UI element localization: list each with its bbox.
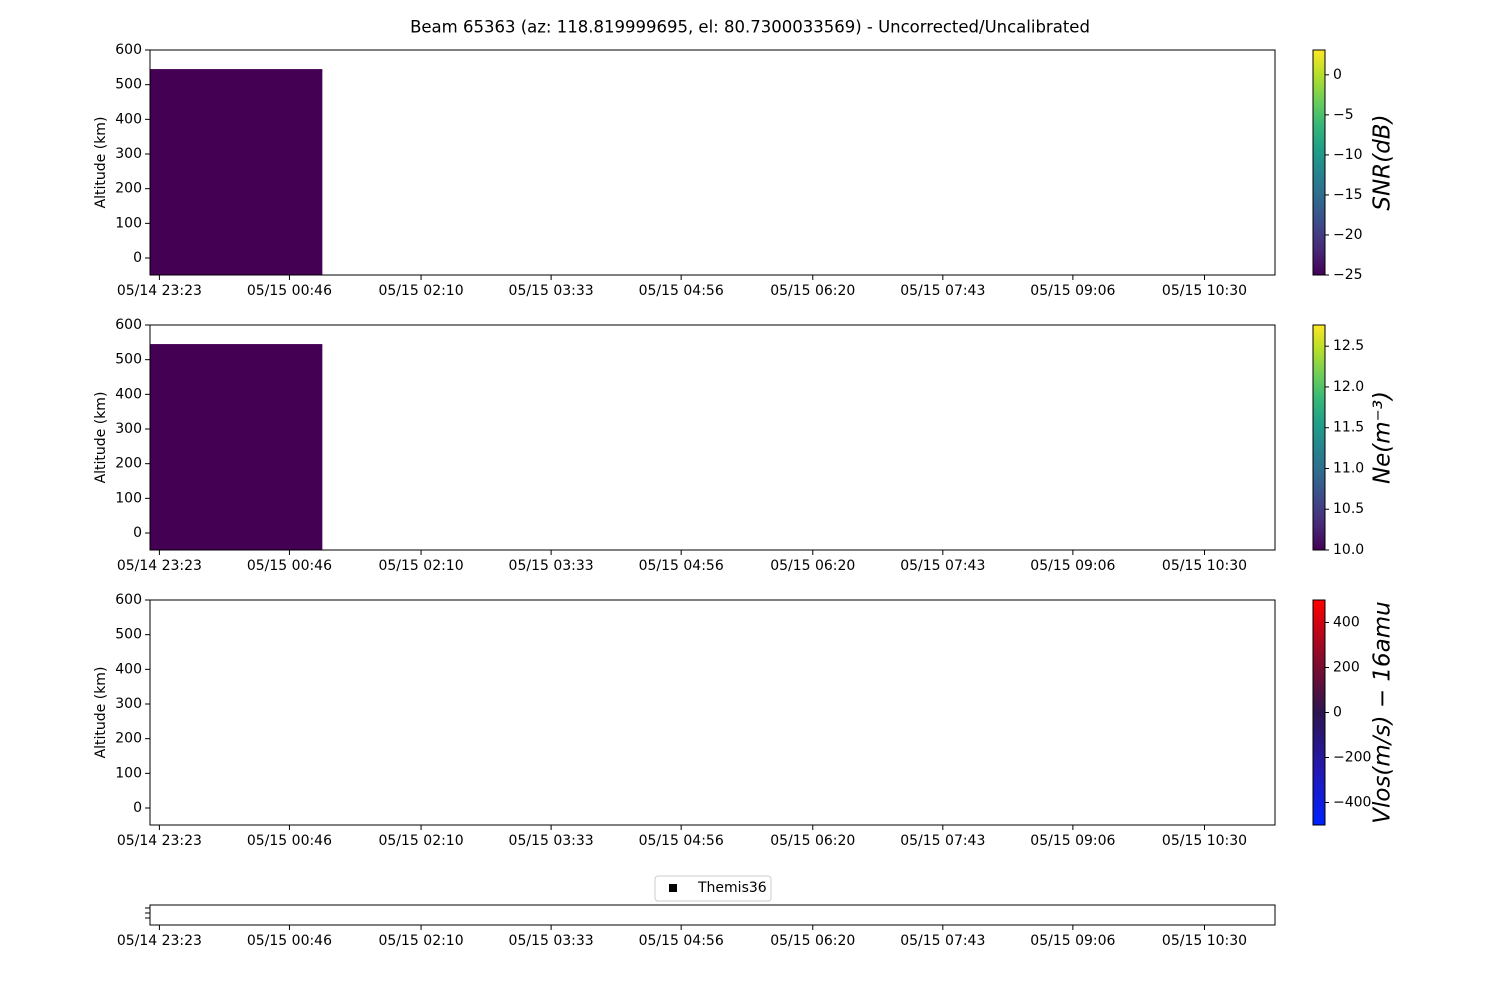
x-tick-label: 05/15 00:46 (247, 933, 332, 949)
colorbar-label: Vlos(m/s) − 16amu (1370, 601, 1396, 824)
colorbar-tick-label: −200 (1333, 750, 1371, 766)
x-tick-label: 05/15 00:46 (247, 283, 332, 299)
x-tick-label: 05/15 10:30 (1162, 933, 1247, 949)
heatmap-cell (150, 69, 323, 275)
x-tick-label: 05/14 23:23 (117, 558, 202, 574)
x-tick-label: 05/15 10:30 (1162, 833, 1247, 849)
x-tick-label: 05/15 09:06 (1030, 558, 1115, 574)
x-tick-label: 05/15 03:33 (509, 558, 594, 574)
colorbar-tick-label: −20 (1333, 227, 1363, 243)
colorbar-tick-label: −5 (1333, 107, 1354, 123)
y-tick-label: 500 (115, 77, 142, 93)
colorbar-tick-label: −10 (1333, 147, 1363, 163)
colorbar-label: Ne(m⁻³) (1370, 391, 1396, 484)
x-tick-label: 05/15 00:46 (247, 558, 332, 574)
y-tick-label: 200 (115, 456, 142, 472)
x-tick-label: 05/15 03:33 (509, 833, 594, 849)
y-tick-label: 600 (115, 42, 142, 58)
y-tick-label: 0 (133, 525, 142, 541)
y-tick-label: 0 (133, 250, 142, 266)
x-tick-label: 05/15 04:56 (639, 283, 724, 299)
colorbar (1312, 324, 1326, 551)
x-tick-label: 05/15 10:30 (1162, 558, 1247, 574)
colorbar-tick-label: −15 (1333, 187, 1363, 203)
x-tick-label: 05/15 02:10 (378, 558, 463, 574)
x-tick-label: 05/15 09:06 (1030, 833, 1115, 849)
y-tick-label: 200 (115, 731, 142, 747)
colorbar-tick-label: 10.0 (1333, 542, 1364, 558)
y-tick-label: 600 (115, 592, 142, 608)
x-tick-label: 05/15 04:56 (639, 833, 724, 849)
x-tick-label: 05/15 00:46 (247, 833, 332, 849)
y-tick-label: 100 (115, 215, 142, 231)
y-axis-label: Altitude (km) (93, 667, 109, 759)
colorbar-tick-label: 200 (1333, 660, 1360, 676)
colorbar-tick-label: 0 (1333, 705, 1342, 721)
colorbar-tick-label: −25 (1333, 267, 1363, 283)
x-tick-label: 05/15 09:06 (1030, 933, 1115, 949)
x-tick-label: 05/15 02:10 (378, 283, 463, 299)
y-axis-label: Altitude (km) (93, 117, 109, 209)
x-tick-label: 05/15 07:43 (900, 283, 985, 299)
y-tick-label: 200 (115, 181, 142, 197)
x-tick-label: 05/15 03:33 (509, 933, 594, 949)
x-tick-label: 05/15 04:56 (639, 558, 724, 574)
colorbar-tick-label: 12.0 (1333, 379, 1364, 395)
y-tick-label: 500 (115, 627, 142, 643)
colorbar (1312, 599, 1326, 826)
x-tick-label: 05/15 09:06 (1030, 283, 1115, 299)
y-tick-label: 400 (115, 661, 142, 677)
y-tick-label: 400 (115, 111, 142, 127)
axes-frame (149, 904, 1276, 926)
heatmap-cell (150, 344, 323, 550)
axes-frame (149, 49, 1276, 276)
colorbar-tick-label: 11.0 (1333, 460, 1364, 476)
colorbar-tick-label: 400 (1333, 615, 1360, 631)
y-tick-label: 600 (115, 317, 142, 333)
x-tick-label: 05/15 07:43 (900, 558, 985, 574)
y-tick-label: 100 (115, 490, 142, 506)
x-tick-label: 05/14 23:23 (117, 833, 202, 849)
x-tick-label: 05/15 10:30 (1162, 283, 1247, 299)
y-tick-label: 300 (115, 146, 142, 162)
y-tick-label: 300 (115, 421, 142, 437)
x-tick-label: 05/15 06:20 (770, 933, 855, 949)
colorbar (1312, 49, 1326, 276)
y-tick-label: 500 (115, 352, 142, 368)
colorbar-tick-label: −400 (1333, 795, 1371, 811)
y-tick-label: 300 (115, 696, 142, 712)
colorbar-tick-label: 10.5 (1333, 501, 1364, 517)
x-tick-label: 05/15 07:43 (900, 933, 985, 949)
y-tick-label: 0 (133, 800, 142, 816)
axes-frame (149, 599, 1276, 826)
colorbar-tick-label: 0 (1333, 67, 1342, 83)
legend-label: Themis36 (697, 880, 767, 896)
x-tick-label: 05/15 02:10 (378, 933, 463, 949)
x-tick-label: 05/15 02:10 (378, 833, 463, 849)
x-tick-label: 05/15 04:56 (639, 933, 724, 949)
x-tick-label: 05/15 06:20 (770, 833, 855, 849)
legend-box (654, 875, 772, 902)
colorbar-tick-label: 12.5 (1333, 338, 1364, 354)
y-tick-label: 100 (115, 765, 142, 781)
y-tick-label: 400 (115, 386, 142, 402)
y-axis-label: Altitude (km) (93, 392, 109, 484)
x-tick-label: 05/15 07:43 (900, 833, 985, 849)
x-tick-label: 05/15 03:33 (509, 283, 594, 299)
x-tick-label: 05/14 23:23 (117, 283, 202, 299)
x-tick-label: 05/14 23:23 (117, 933, 202, 949)
axes-frame (149, 324, 1276, 551)
x-tick-label: 05/15 06:20 (770, 283, 855, 299)
colorbar-tick-label: 11.5 (1333, 420, 1364, 436)
chart-title: Beam 65363 (az: 118.819999695, el: 80.73… (410, 18, 1090, 37)
x-tick-label: 05/15 06:20 (770, 558, 855, 574)
colorbar-label: SNR(dB) (1370, 114, 1396, 210)
legend-marker (669, 884, 677, 892)
